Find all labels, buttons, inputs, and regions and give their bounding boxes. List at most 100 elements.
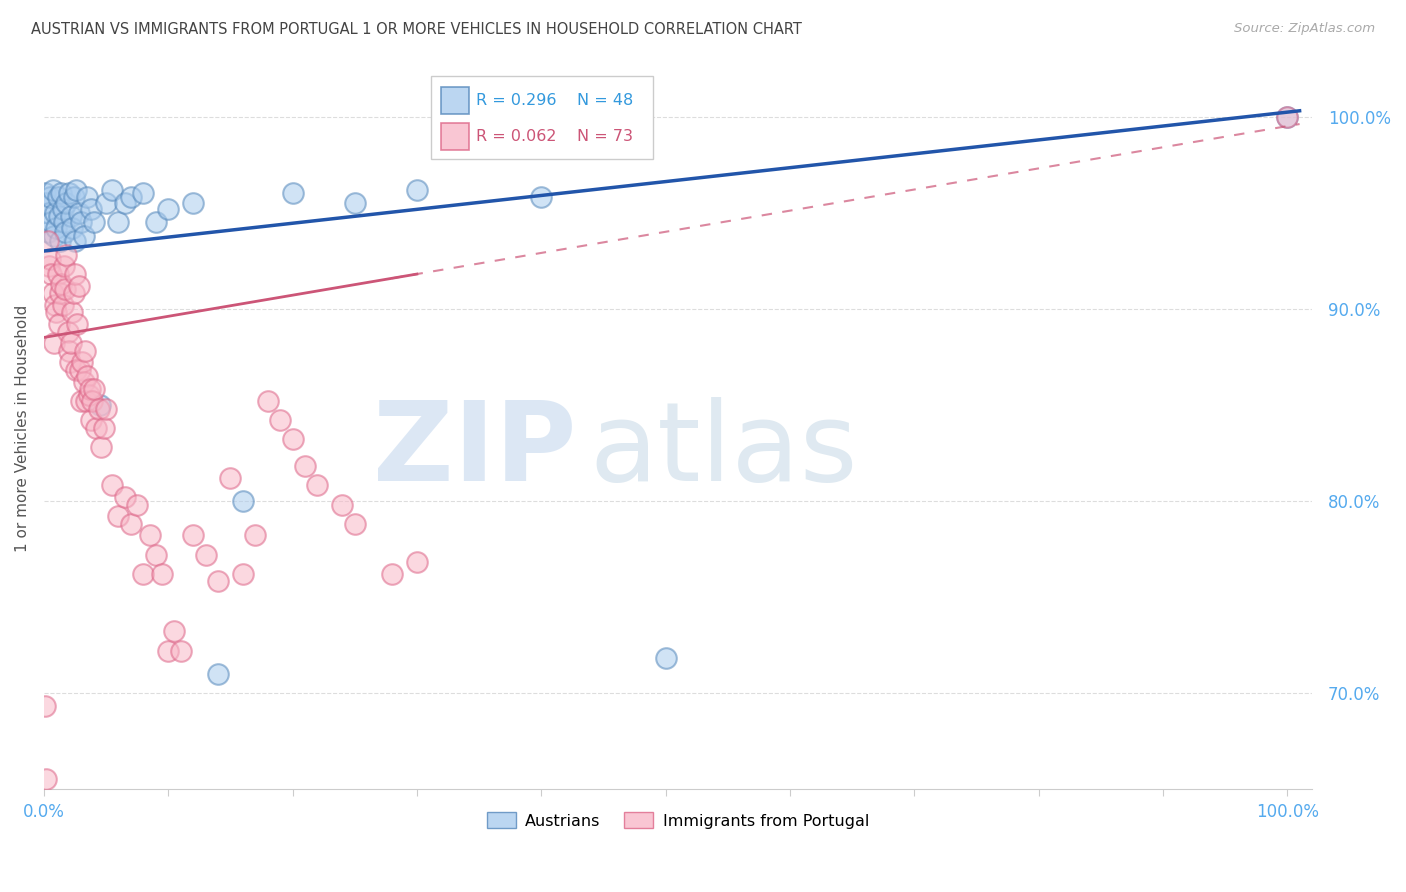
Text: R = 0.062    N = 73: R = 0.062 N = 73 [477,128,633,144]
Point [35,772,58,787]
Point [219,471,242,485]
Point [107,215,129,229]
Point [60,210,83,224]
Point [62,221,84,235]
Point [63,235,86,249]
Point [42,336,65,351]
Point [127,498,149,512]
Point [55,248,77,262]
Point [294,459,316,474]
Point [51,277,73,291]
Point [145,548,167,562]
Point [53,282,76,296]
Point [62,190,84,204]
Legend: Austrians, Immigrants from Portugal: Austrians, Immigrants from Portugal [481,805,876,835]
Point [281,432,304,446]
FancyBboxPatch shape [441,122,468,150]
Text: atlas: atlas [589,397,858,504]
Point [90,440,112,454]
Point [138,528,160,542]
Text: R = 0.296    N = 48: R = 0.296 N = 48 [477,93,634,108]
Point [67,205,90,219]
Text: Source: ZipAtlas.com: Source: ZipAtlas.com [1234,22,1375,36]
Point [120,516,142,531]
Point [63,267,86,281]
FancyBboxPatch shape [430,76,652,159]
Point [76,368,98,383]
Point [51,202,73,216]
Point [232,566,254,581]
Point [101,478,124,492]
Point [38,205,60,219]
Point [38,260,60,274]
Point [67,278,90,293]
Point [55,196,77,211]
Point [114,490,136,504]
Point [65,182,87,196]
Point [44,205,66,219]
Point [80,413,103,427]
Point [37,225,59,239]
Point [94,401,117,416]
Point [1275,110,1298,124]
Point [281,186,304,201]
Point [51,298,73,312]
Text: AUSTRIAN VS IMMIGRANTS FROM PORTUGAL 1 OR MORE VEHICLES IN HOUSEHOLD CORRELATION: AUSTRIAN VS IMMIGRANTS FROM PORTUGAL 1 O… [31,22,801,37]
Point [83,382,105,396]
Point [69,363,91,377]
Point [41,286,63,301]
Point [73,343,96,358]
Point [157,202,180,216]
Point [79,382,101,396]
Point [41,215,63,229]
Point [66,317,89,331]
Point [65,363,87,377]
Point [58,343,80,358]
Point [34,699,56,714]
Y-axis label: 1 or more Vehicles in Household: 1 or more Vehicles in Household [15,305,30,552]
Point [73,375,96,389]
Point [94,196,117,211]
Point [62,286,84,301]
Point [77,388,100,402]
Point [150,566,173,581]
Point [45,305,67,319]
Point [72,355,94,369]
FancyBboxPatch shape [441,87,468,114]
Point [62,305,84,319]
Point [37,235,59,249]
Point [52,260,75,274]
Point [87,401,110,416]
Point [83,215,105,229]
Point [60,336,83,351]
Point [1275,110,1298,124]
Point [405,555,427,569]
Point [58,186,80,201]
Point [343,516,366,531]
Point [75,393,97,408]
Point [169,643,191,657]
Point [654,651,676,665]
Point [207,574,229,589]
Point [41,182,63,196]
Point [82,393,104,408]
Point [181,196,204,211]
Point [34,186,56,201]
Point [53,225,76,239]
Point [114,196,136,211]
Point [120,190,142,204]
Point [93,421,115,435]
Point [46,267,69,281]
Point [405,182,427,196]
Point [330,498,353,512]
Point [59,355,82,369]
Point [51,186,73,201]
Point [232,493,254,508]
Point [35,196,58,211]
Point [70,393,93,408]
Point [39,190,62,204]
Point [52,215,75,229]
Point [42,228,65,243]
Point [207,666,229,681]
Point [56,325,79,339]
